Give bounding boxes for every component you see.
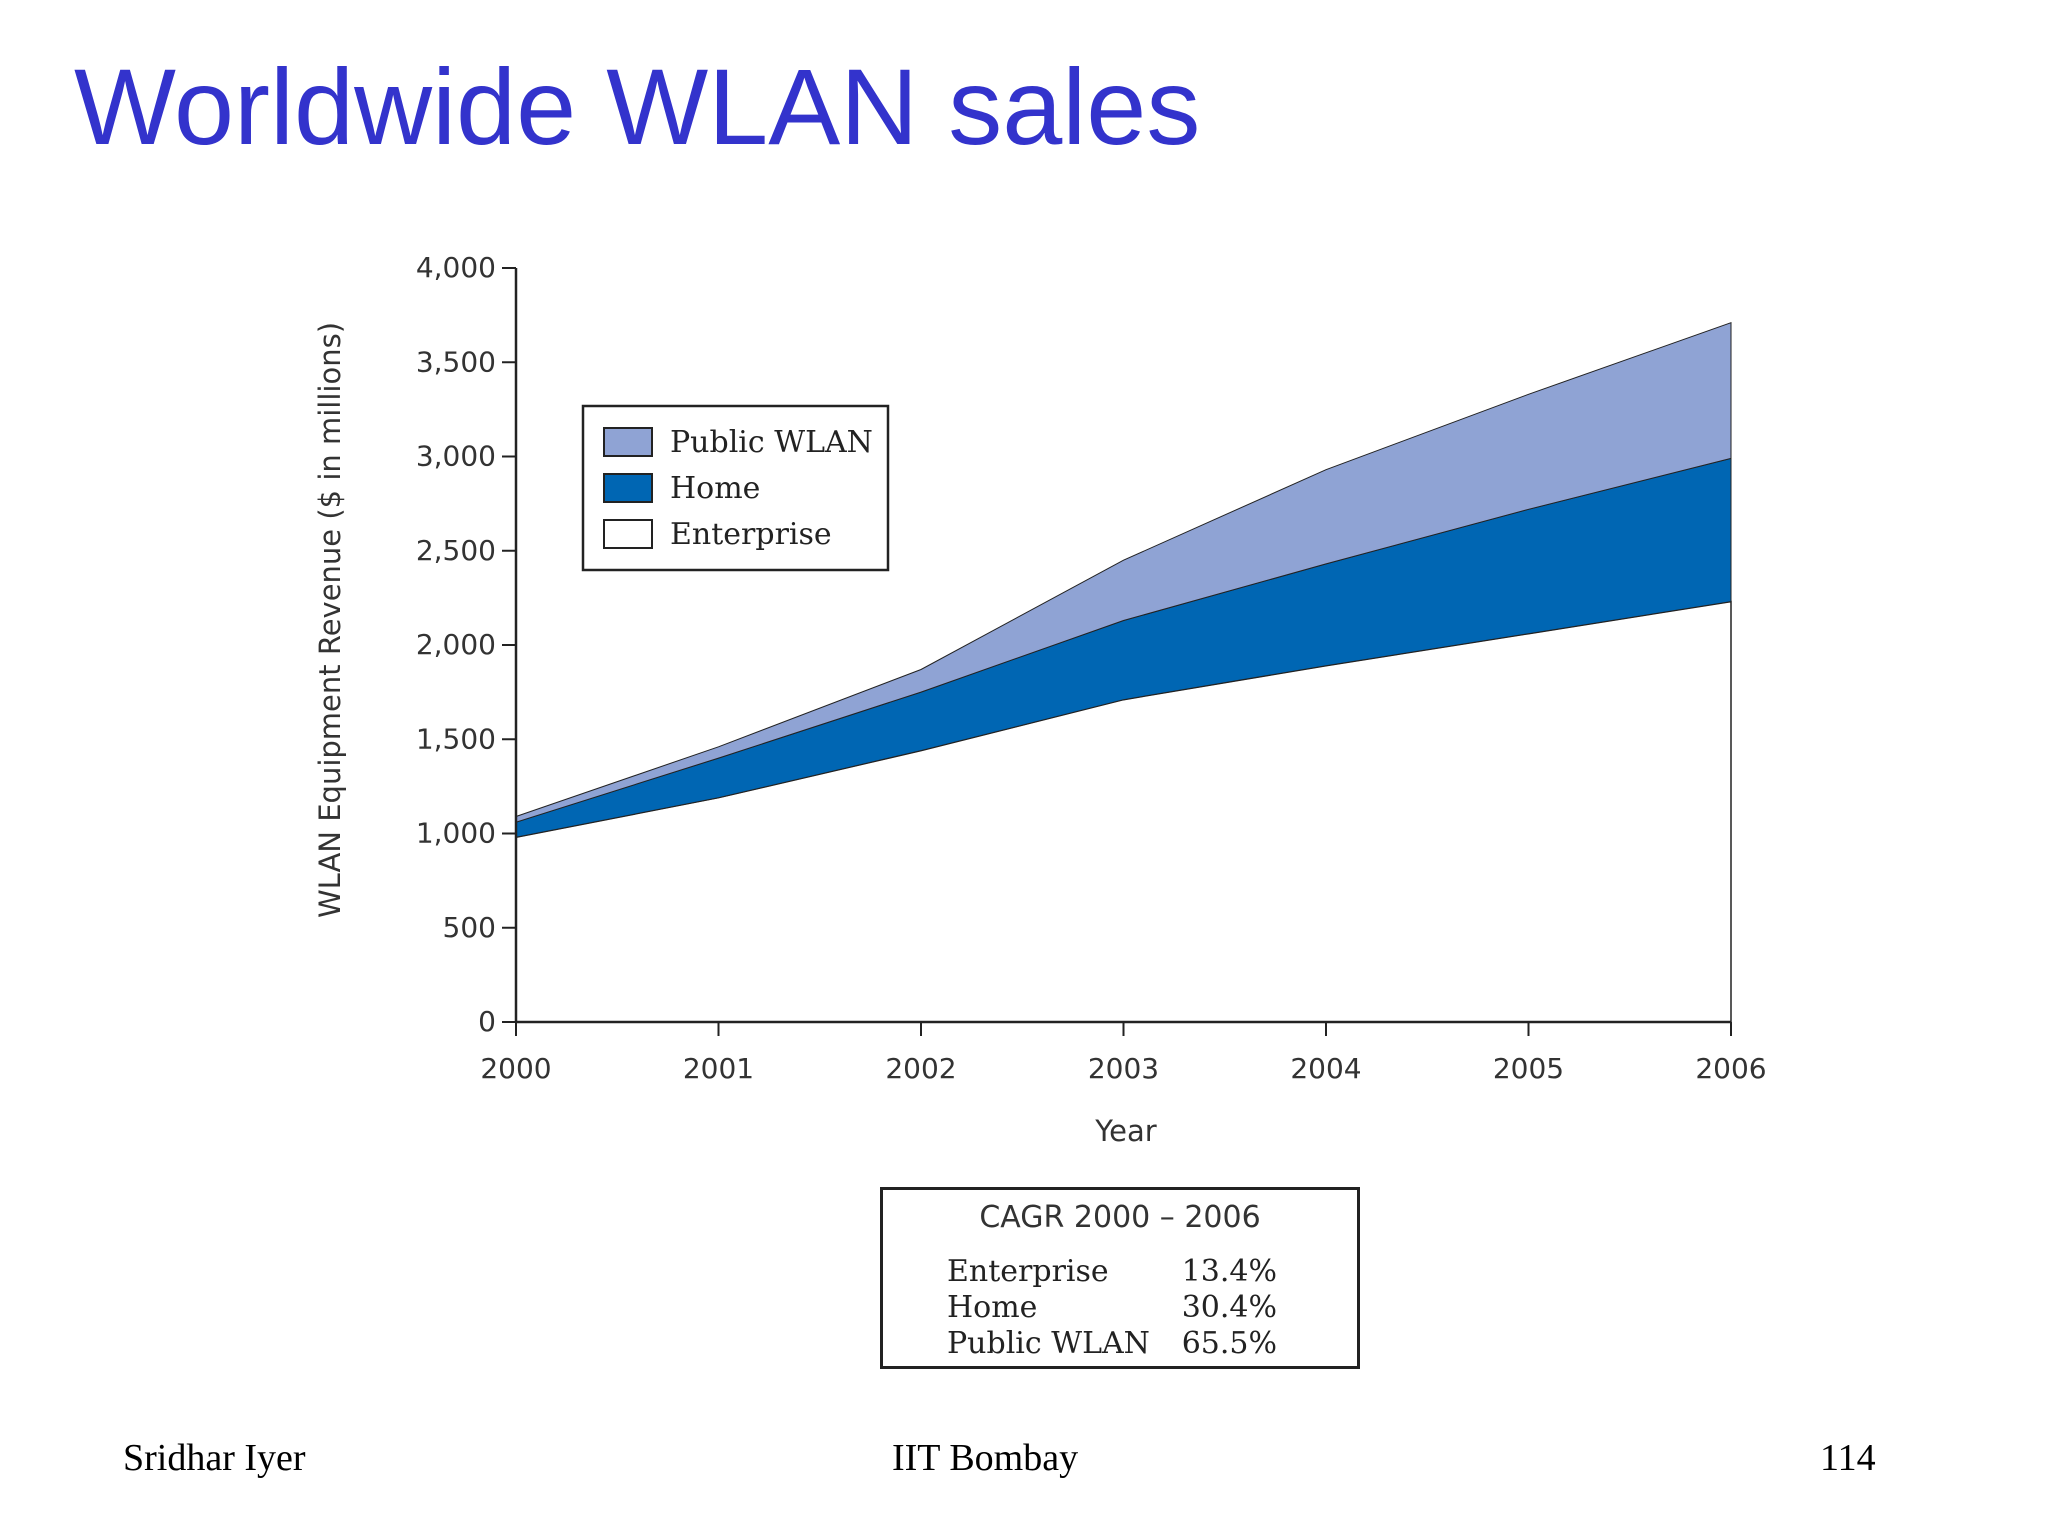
y-axis-title: WLAN Equipment Revenue ($ in millions) [313,322,347,918]
legend-swatch-home [603,473,653,503]
footer-author: Sridhar Iyer [123,1437,306,1479]
x-tick-label: 2005 [1493,1052,1564,1085]
x-tick-label: 2003 [1088,1052,1159,1085]
cagr-name: Home [947,1290,1038,1325]
legend-label-home: Home [670,471,760,506]
y-tick-label: 3,500 [416,345,496,378]
x-tick-label: 2000 [480,1052,551,1085]
y-tick-label: 1,000 [416,817,496,850]
legend-label-public-wlan: Public WLAN [670,425,873,460]
chart-legend: Public WLAN Home Enterprise [581,404,890,572]
cagr-row-home: Home 30.4% [947,1290,1277,1328]
y-tick-label: 1,500 [416,722,496,755]
x-tick-label: 2001 [683,1052,754,1085]
x-axis-ticks: 2000 2001 2002 2003 2004 2005 2006 [480,1022,1767,1085]
x-tick-label: 2004 [1290,1052,1361,1085]
footer-institution: IIT Bombay [892,1437,1079,1479]
cagr-table: CAGR 2000 – 2006 Enterprise 13.4% Home 3… [880,1187,1360,1369]
footer-page-number: 114 [1820,1437,1876,1479]
cagr-row-public-wlan: Public WLAN 65.5% [947,1326,1277,1364]
y-tick-label: 2,500 [416,534,496,567]
legend-swatch-enterprise [603,519,653,549]
cagr-name: Public WLAN [947,1326,1150,1361]
y-axis-ticks: 0 500 1,000 1,500 2,000 2,500 3,000 3,500 4,000 [416,251,516,1038]
cagr-row-enterprise: Enterprise 13.4% [947,1254,1277,1292]
x-tick-label: 2002 [885,1052,956,1085]
y-tick-label: 4,000 [416,251,496,284]
legend-label-enterprise: Enterprise [670,517,832,552]
y-tick-label: 2,000 [416,628,496,661]
cagr-title: CAGR 2000 – 2006 [979,1200,1261,1235]
slide-title: Worldwide WLAN sales [74,46,1201,167]
cagr-value: 13.4% [1181,1254,1277,1289]
cagr-value: 30.4% [1181,1290,1277,1325]
legend-swatch-public-wlan [603,427,653,457]
x-axis-title: Year [1094,1114,1156,1148]
y-tick-label: 3,000 [416,440,496,473]
y-tick-label: 500 [443,911,496,944]
area-public-wlan [515,321,1732,823]
y-tick-label: 0 [478,1005,496,1038]
x-tick-label: 2006 [1695,1052,1766,1085]
cagr-value: 65.5% [1181,1326,1277,1361]
cagr-name: Enterprise [947,1254,1109,1289]
area-layers [515,321,1732,1023]
